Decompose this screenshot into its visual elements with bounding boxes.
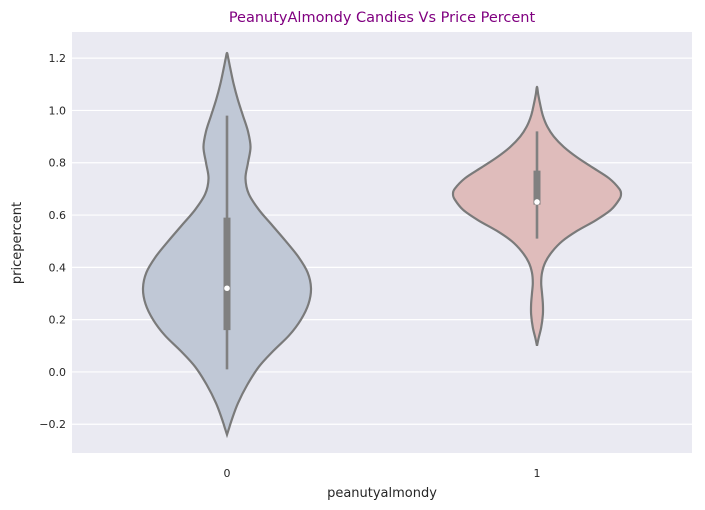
y-tick-label: 0.4 — [49, 261, 67, 274]
y-tick-label: 1.2 — [49, 52, 67, 65]
chart-title: PeanutyAlmondy Candies Vs Price Percent — [229, 10, 536, 26]
y-axis-ticks: −0.2 0.0 0.2 0.4 0.6 0.8 1.0 1.2 — [39, 52, 66, 431]
violin-median-0 — [224, 285, 230, 292]
y-tick-label: 1.0 — [49, 104, 67, 117]
y-tick-label: 0.2 — [49, 314, 67, 327]
y-tick-label: −0.2 — [39, 418, 66, 431]
violin-median-1 — [534, 199, 540, 205]
x-tick-label: 0 — [224, 467, 231, 480]
x-tick-label: 1 — [534, 467, 541, 480]
plot-area — [72, 32, 692, 453]
y-tick-label: 0.6 — [49, 209, 67, 222]
violins — [141, 51, 623, 439]
y-tick-label: 0.0 — [49, 366, 67, 379]
x-axis-label: peanutyalmondy — [327, 486, 437, 501]
y-axis-label: pricepercent — [10, 202, 25, 284]
y-tick-label: 0.8 — [49, 157, 67, 170]
